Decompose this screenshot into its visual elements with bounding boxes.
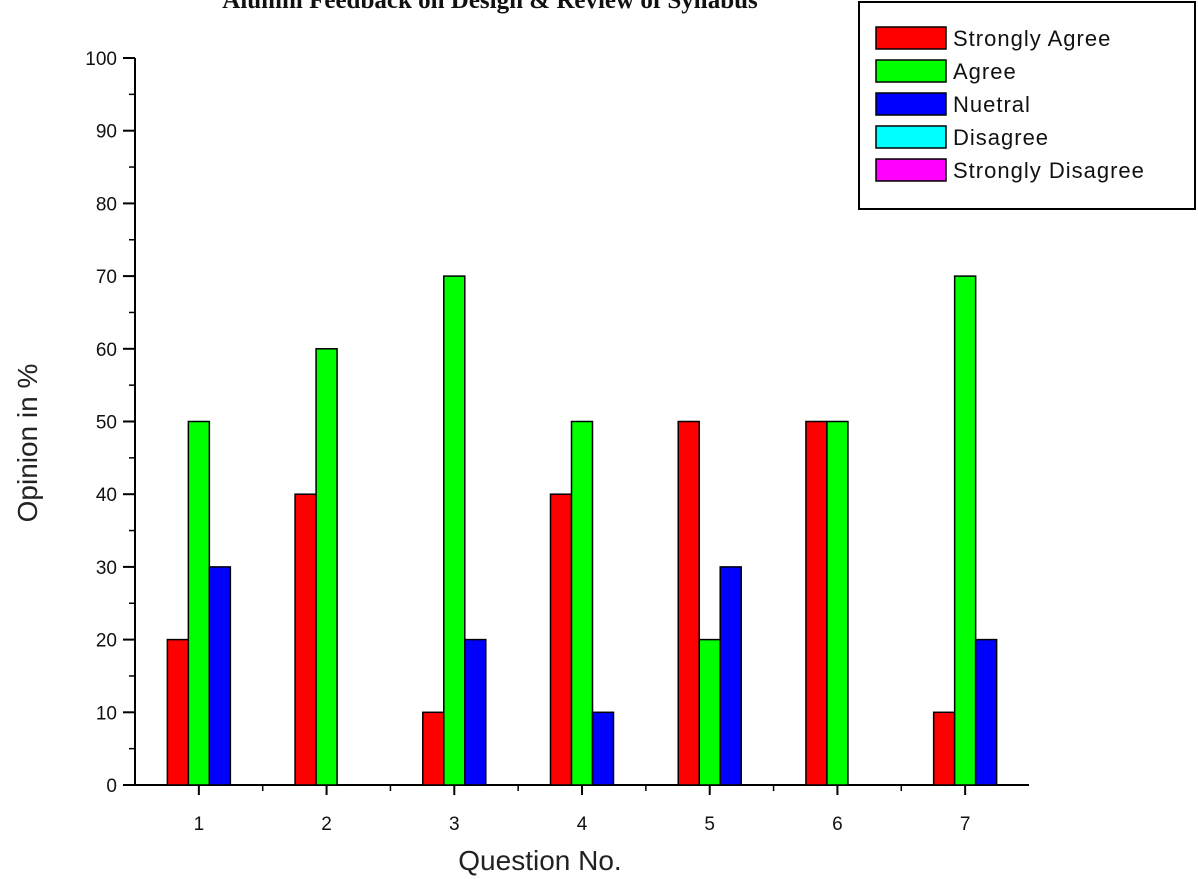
bar	[166, 638, 190, 786]
legend-swatch	[875, 26, 947, 50]
legend-swatch	[875, 125, 947, 149]
bar	[805, 420, 828, 786]
y-tick-label: 80	[96, 194, 117, 215]
legend-label: Disagree	[953, 125, 1049, 150]
bar	[591, 711, 615, 786]
bar	[953, 275, 977, 786]
bar	[932, 711, 956, 786]
legend-label: Nuetral	[953, 92, 1031, 117]
bar	[315, 348, 338, 786]
y-tick-label: 50	[96, 413, 117, 434]
y-tick-label: 60	[96, 340, 117, 361]
x-tick-label: 2	[321, 814, 332, 835]
bar	[208, 566, 232, 786]
axes: 0 10 20 30 40 50 60 70 80 90 100 1 2 3 4 5 6 7	[85, 49, 1029, 835]
x-tick-label: 5	[704, 814, 715, 835]
y-tick-label: 100	[85, 49, 117, 70]
x-tick-label: 1	[194, 814, 205, 835]
bar	[294, 493, 317, 786]
chart-title: Alumni Feedback on Design & Review of Sy…	[222, 0, 758, 14]
legend-label: Agree	[953, 59, 1017, 84]
y-tick-label: 70	[96, 267, 117, 288]
y-tick-label: 20	[96, 631, 117, 652]
bar	[719, 566, 742, 786]
y-axis-title: Opinion in %	[12, 364, 43, 523]
y-tick-label: 10	[96, 703, 117, 724]
x-tick-label: 3	[449, 814, 460, 835]
y-tick-label: 40	[96, 485, 117, 506]
x-tick-label: 7	[960, 814, 971, 835]
legend-label: Strongly Agree	[953, 26, 1111, 51]
legend-swatch	[875, 92, 947, 116]
y-tick-label: 90	[96, 122, 117, 143]
bar	[974, 638, 998, 786]
y-tick-label: 30	[96, 558, 117, 579]
bar	[826, 420, 849, 786]
bar	[464, 638, 487, 786]
x-tick-label: 4	[577, 814, 588, 835]
bar	[187, 420, 211, 786]
bar	[549, 493, 573, 786]
legend: Strongly Agree Agree Nuetral Disagree Strong…	[858, 1, 1196, 210]
x-axis-title: Question No.	[458, 845, 621, 876]
legend-swatch	[875, 59, 947, 83]
bar	[677, 420, 700, 786]
x-tick-label: 6	[832, 814, 843, 835]
bars	[166, 275, 998, 786]
bar	[422, 711, 445, 786]
legend-label: Strongly Disagree	[953, 158, 1145, 183]
legend-swatch	[875, 158, 947, 182]
y-tick-label: 0	[106, 776, 117, 797]
bar	[570, 420, 594, 786]
bar	[698, 638, 721, 786]
bar	[443, 275, 466, 786]
